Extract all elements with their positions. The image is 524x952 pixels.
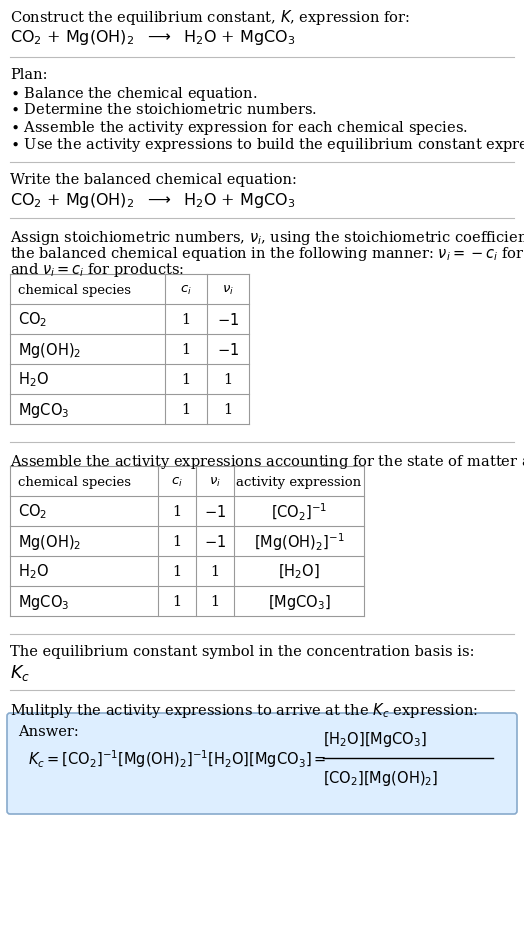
Text: $\mathrm{H_2O}$: $\mathrm{H_2O}$ (18, 562, 49, 581)
Text: $K_c = [\mathrm{CO_2}]^{-1} [\mathrm{Mg(OH)_2}]^{-1} [\mathrm{H_2O}] [\mathrm{Mg: $K_c = [\mathrm{CO_2}]^{-1} [\mathrm{Mg(… (28, 747, 326, 769)
Text: $\bullet$ Balance the chemical equation.: $\bullet$ Balance the chemical equation. (10, 85, 257, 103)
Text: chemical species: chemical species (18, 283, 131, 296)
Text: $c_i$: $c_i$ (171, 475, 183, 488)
Text: $\mathrm{MgCO_3}$: $\mathrm{MgCO_3}$ (18, 400, 69, 419)
Text: 1: 1 (181, 312, 191, 327)
Text: $[\mathrm{H_2O}][\mathrm{MgCO_3}]$: $[\mathrm{H_2O}][\mathrm{MgCO_3}]$ (323, 729, 427, 748)
Text: $\nu_i$: $\nu_i$ (209, 475, 221, 488)
Text: $\mathrm{Mg(OH)_2}$: $\mathrm{Mg(OH)_2}$ (18, 340, 81, 359)
Text: the balanced chemical equation in the following manner: $\nu_i = -c_i$ for react: the balanced chemical equation in the fo… (10, 245, 524, 263)
FancyBboxPatch shape (7, 713, 517, 814)
Text: $[\mathrm{CO_2}]^{-1}$: $[\mathrm{CO_2}]^{-1}$ (271, 501, 328, 522)
Text: $c_i$: $c_i$ (180, 283, 192, 296)
Text: $\mathrm{H_2O}$: $\mathrm{H_2O}$ (18, 370, 49, 389)
Text: $[\mathrm{CO_2}][\mathrm{Mg(OH)_2}]$: $[\mathrm{CO_2}][\mathrm{Mg(OH)_2}]$ (323, 768, 439, 787)
Text: 1: 1 (172, 534, 181, 548)
Text: and $\nu_i = c_i$ for products:: and $\nu_i = c_i$ for products: (10, 261, 184, 279)
Text: 1: 1 (223, 403, 233, 417)
Text: $\mathrm{CO_2}$ + $\mathrm{Mg(OH)_2}$  $\longrightarrow$  $\mathrm{H_2O}$ + $\ma: $\mathrm{CO_2}$ + $\mathrm{Mg(OH)_2}$ $\… (10, 28, 296, 47)
Text: $\mathrm{CO_2}$: $\mathrm{CO_2}$ (18, 310, 47, 329)
Text: 1: 1 (181, 343, 191, 357)
Text: Construct the equilibrium constant, $K$, expression for:: Construct the equilibrium constant, $K$,… (10, 8, 410, 27)
Text: $-1$: $-1$ (217, 311, 239, 327)
Text: activity expression: activity expression (236, 475, 362, 488)
Text: chemical species: chemical species (18, 475, 131, 488)
Text: 1: 1 (181, 403, 191, 417)
Text: 1: 1 (172, 565, 181, 579)
Text: 1: 1 (211, 594, 220, 608)
Text: $-1$: $-1$ (204, 533, 226, 549)
Text: $K_c$: $K_c$ (10, 663, 30, 683)
Text: 1: 1 (223, 372, 233, 387)
Text: Assemble the activity expressions accounting for the state of matter and $\nu_i$: Assemble the activity expressions accoun… (10, 452, 524, 470)
Text: $\mathrm{CO_2}$: $\mathrm{CO_2}$ (18, 502, 47, 521)
Text: Mulitply the activity expressions to arrive at the $K_c$ expression:: Mulitply the activity expressions to arr… (10, 701, 478, 720)
Text: $\nu_i$: $\nu_i$ (222, 283, 234, 296)
Text: The equilibrium constant symbol in the concentration basis is:: The equilibrium constant symbol in the c… (10, 645, 475, 659)
Text: Write the balanced chemical equation:: Write the balanced chemical equation: (10, 173, 297, 187)
Text: $-1$: $-1$ (217, 342, 239, 358)
Text: Answer:: Answer: (18, 724, 79, 738)
Text: $\bullet$ Use the activity expressions to build the equilibrium constant express: $\bullet$ Use the activity expressions t… (10, 136, 524, 154)
Text: 1: 1 (211, 565, 220, 579)
Text: $[\mathrm{Mg(OH)_2}]^{-1}$: $[\mathrm{Mg(OH)_2}]^{-1}$ (254, 530, 344, 552)
Text: 1: 1 (172, 594, 181, 608)
Text: $\mathrm{CO_2}$ + $\mathrm{Mg(OH)_2}$  $\longrightarrow$  $\mathrm{H_2O}$ + $\ma: $\mathrm{CO_2}$ + $\mathrm{Mg(OH)_2}$ $\… (10, 190, 296, 209)
Text: $[\mathrm{H_2O}]$: $[\mathrm{H_2O}]$ (278, 563, 320, 581)
Text: $\mathrm{MgCO_3}$: $\mathrm{MgCO_3}$ (18, 592, 69, 611)
Text: $\bullet$ Assemble the activity expression for each chemical species.: $\bullet$ Assemble the activity expressi… (10, 119, 468, 137)
Text: $-1$: $-1$ (204, 504, 226, 520)
Text: $\bullet$ Determine the stoichiometric numbers.: $\bullet$ Determine the stoichiometric n… (10, 102, 317, 117)
Text: 1: 1 (181, 372, 191, 387)
Text: Plan:: Plan: (10, 68, 48, 82)
Text: Assign stoichiometric numbers, $\nu_i$, using the stoichiometric coefficients, $: Assign stoichiometric numbers, $\nu_i$, … (10, 228, 524, 247)
Text: $\mathrm{Mg(OH)_2}$: $\mathrm{Mg(OH)_2}$ (18, 532, 81, 551)
Text: 1: 1 (172, 505, 181, 519)
Text: $[\mathrm{MgCO_3}]$: $[\mathrm{MgCO_3}]$ (268, 592, 331, 611)
